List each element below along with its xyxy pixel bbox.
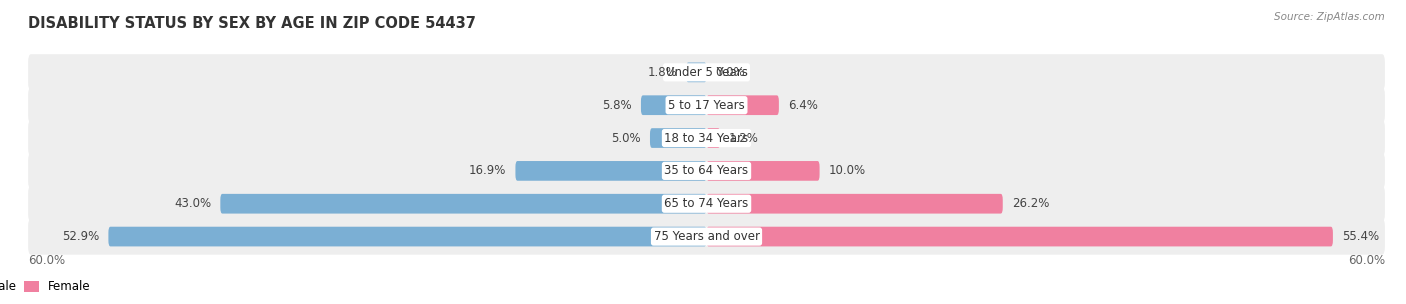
FancyBboxPatch shape [707, 95, 779, 115]
Text: 1.2%: 1.2% [730, 132, 759, 144]
FancyBboxPatch shape [707, 227, 1333, 247]
Legend: Male, Female: Male, Female [0, 281, 90, 293]
Text: 60.0%: 60.0% [1348, 254, 1385, 267]
Text: 5.8%: 5.8% [602, 99, 631, 112]
Text: 16.9%: 16.9% [470, 164, 506, 177]
FancyBboxPatch shape [707, 128, 720, 148]
Text: 52.9%: 52.9% [62, 230, 100, 243]
Text: Source: ZipAtlas.com: Source: ZipAtlas.com [1274, 12, 1385, 22]
Text: 55.4%: 55.4% [1341, 230, 1379, 243]
Text: 60.0%: 60.0% [28, 254, 65, 267]
FancyBboxPatch shape [686, 63, 707, 82]
FancyBboxPatch shape [707, 161, 820, 181]
FancyBboxPatch shape [221, 194, 707, 214]
FancyBboxPatch shape [108, 227, 707, 247]
FancyBboxPatch shape [650, 128, 707, 148]
Text: 65 to 74 Years: 65 to 74 Years [665, 197, 748, 210]
FancyBboxPatch shape [641, 95, 707, 115]
Text: 18 to 34 Years: 18 to 34 Years [665, 132, 748, 144]
Text: 75 Years and over: 75 Years and over [654, 230, 759, 243]
FancyBboxPatch shape [516, 161, 707, 181]
FancyBboxPatch shape [28, 87, 1385, 123]
FancyBboxPatch shape [28, 186, 1385, 222]
FancyBboxPatch shape [28, 219, 1385, 255]
Text: 0.0%: 0.0% [716, 66, 745, 79]
Text: 5 to 17 Years: 5 to 17 Years [668, 99, 745, 112]
FancyBboxPatch shape [28, 153, 1385, 189]
Text: 10.0%: 10.0% [828, 164, 866, 177]
Text: 1.8%: 1.8% [647, 66, 678, 79]
FancyBboxPatch shape [28, 54, 1385, 91]
Text: 43.0%: 43.0% [174, 197, 211, 210]
Text: 5.0%: 5.0% [612, 132, 641, 144]
Text: 35 to 64 Years: 35 to 64 Years [665, 164, 748, 177]
Text: 6.4%: 6.4% [787, 99, 818, 112]
FancyBboxPatch shape [28, 120, 1385, 156]
Text: DISABILITY STATUS BY SEX BY AGE IN ZIP CODE 54437: DISABILITY STATUS BY SEX BY AGE IN ZIP C… [28, 16, 477, 31]
Text: 26.2%: 26.2% [1012, 197, 1049, 210]
Text: Under 5 Years: Under 5 Years [665, 66, 748, 79]
FancyBboxPatch shape [707, 194, 1002, 214]
